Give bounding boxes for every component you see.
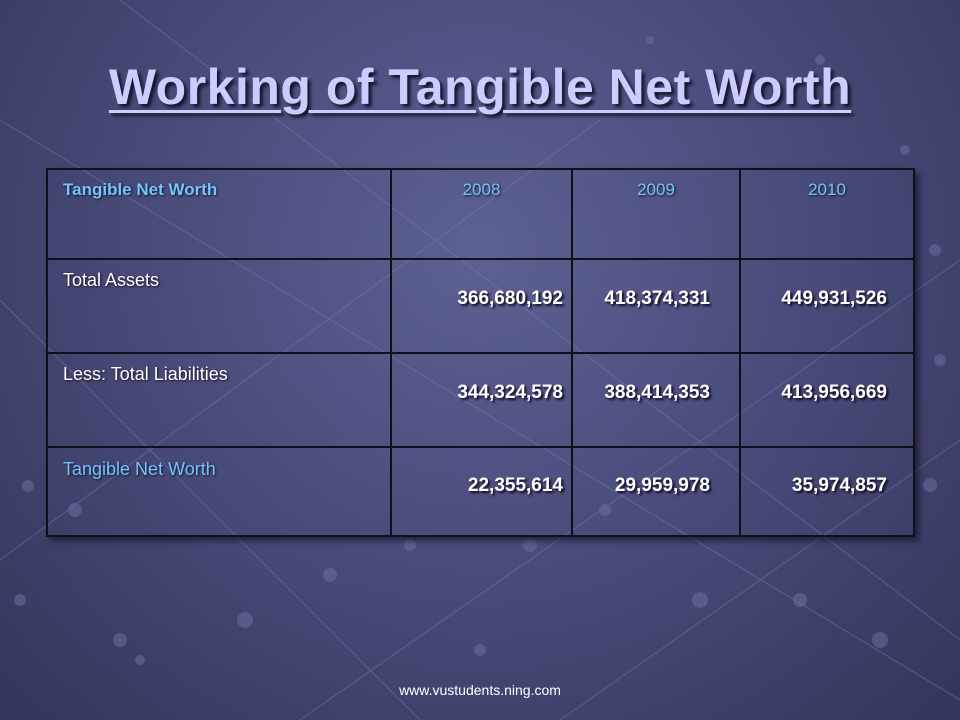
- footer-url: www.vustudents.ning.com: [399, 682, 561, 698]
- cell-value: 29,959,978: [614, 475, 710, 496]
- table-header-row: Tangible Net Worth 2008 2009 2010: [46, 168, 915, 260]
- cell-value: 413,956,669: [781, 382, 887, 403]
- table-row-tangible-net-worth: Tangible Net Worth 22,355,614 29,959,978…: [46, 446, 915, 537]
- row-label: Total Assets: [46, 258, 392, 354]
- header-year-2010: 2010: [739, 168, 915, 260]
- cell-value: 388,414,353: [604, 382, 710, 403]
- net-worth-table: Tangible Net Worth 2008 2009 2010 Total …: [46, 168, 915, 537]
- cell-value: 449,931,526: [781, 288, 887, 309]
- cell-value: 35,974,857: [791, 475, 887, 496]
- header-year-2008: 2008: [390, 168, 573, 260]
- cell-value: 22,355,614: [467, 475, 563, 496]
- table-row-total-liabilities: Less: Total Liabilities 344,324,578 388,…: [46, 352, 915, 448]
- cell-value: 418,374,331: [604, 288, 710, 309]
- row-label: Less: Total Liabilities: [46, 352, 392, 448]
- cell-value: 344,324,578: [457, 382, 563, 403]
- cell-value: 366,680,192: [457, 288, 563, 309]
- header-year-2009: 2009: [571, 168, 741, 260]
- slide-title: Working of Tangible Net Worth: [108, 59, 852, 115]
- table-row-total-assets: Total Assets 366,680,192 418,374,331 449…: [46, 258, 915, 354]
- row-label: Tangible Net Worth: [46, 446, 392, 537]
- header-label: Tangible Net Worth: [46, 168, 392, 260]
